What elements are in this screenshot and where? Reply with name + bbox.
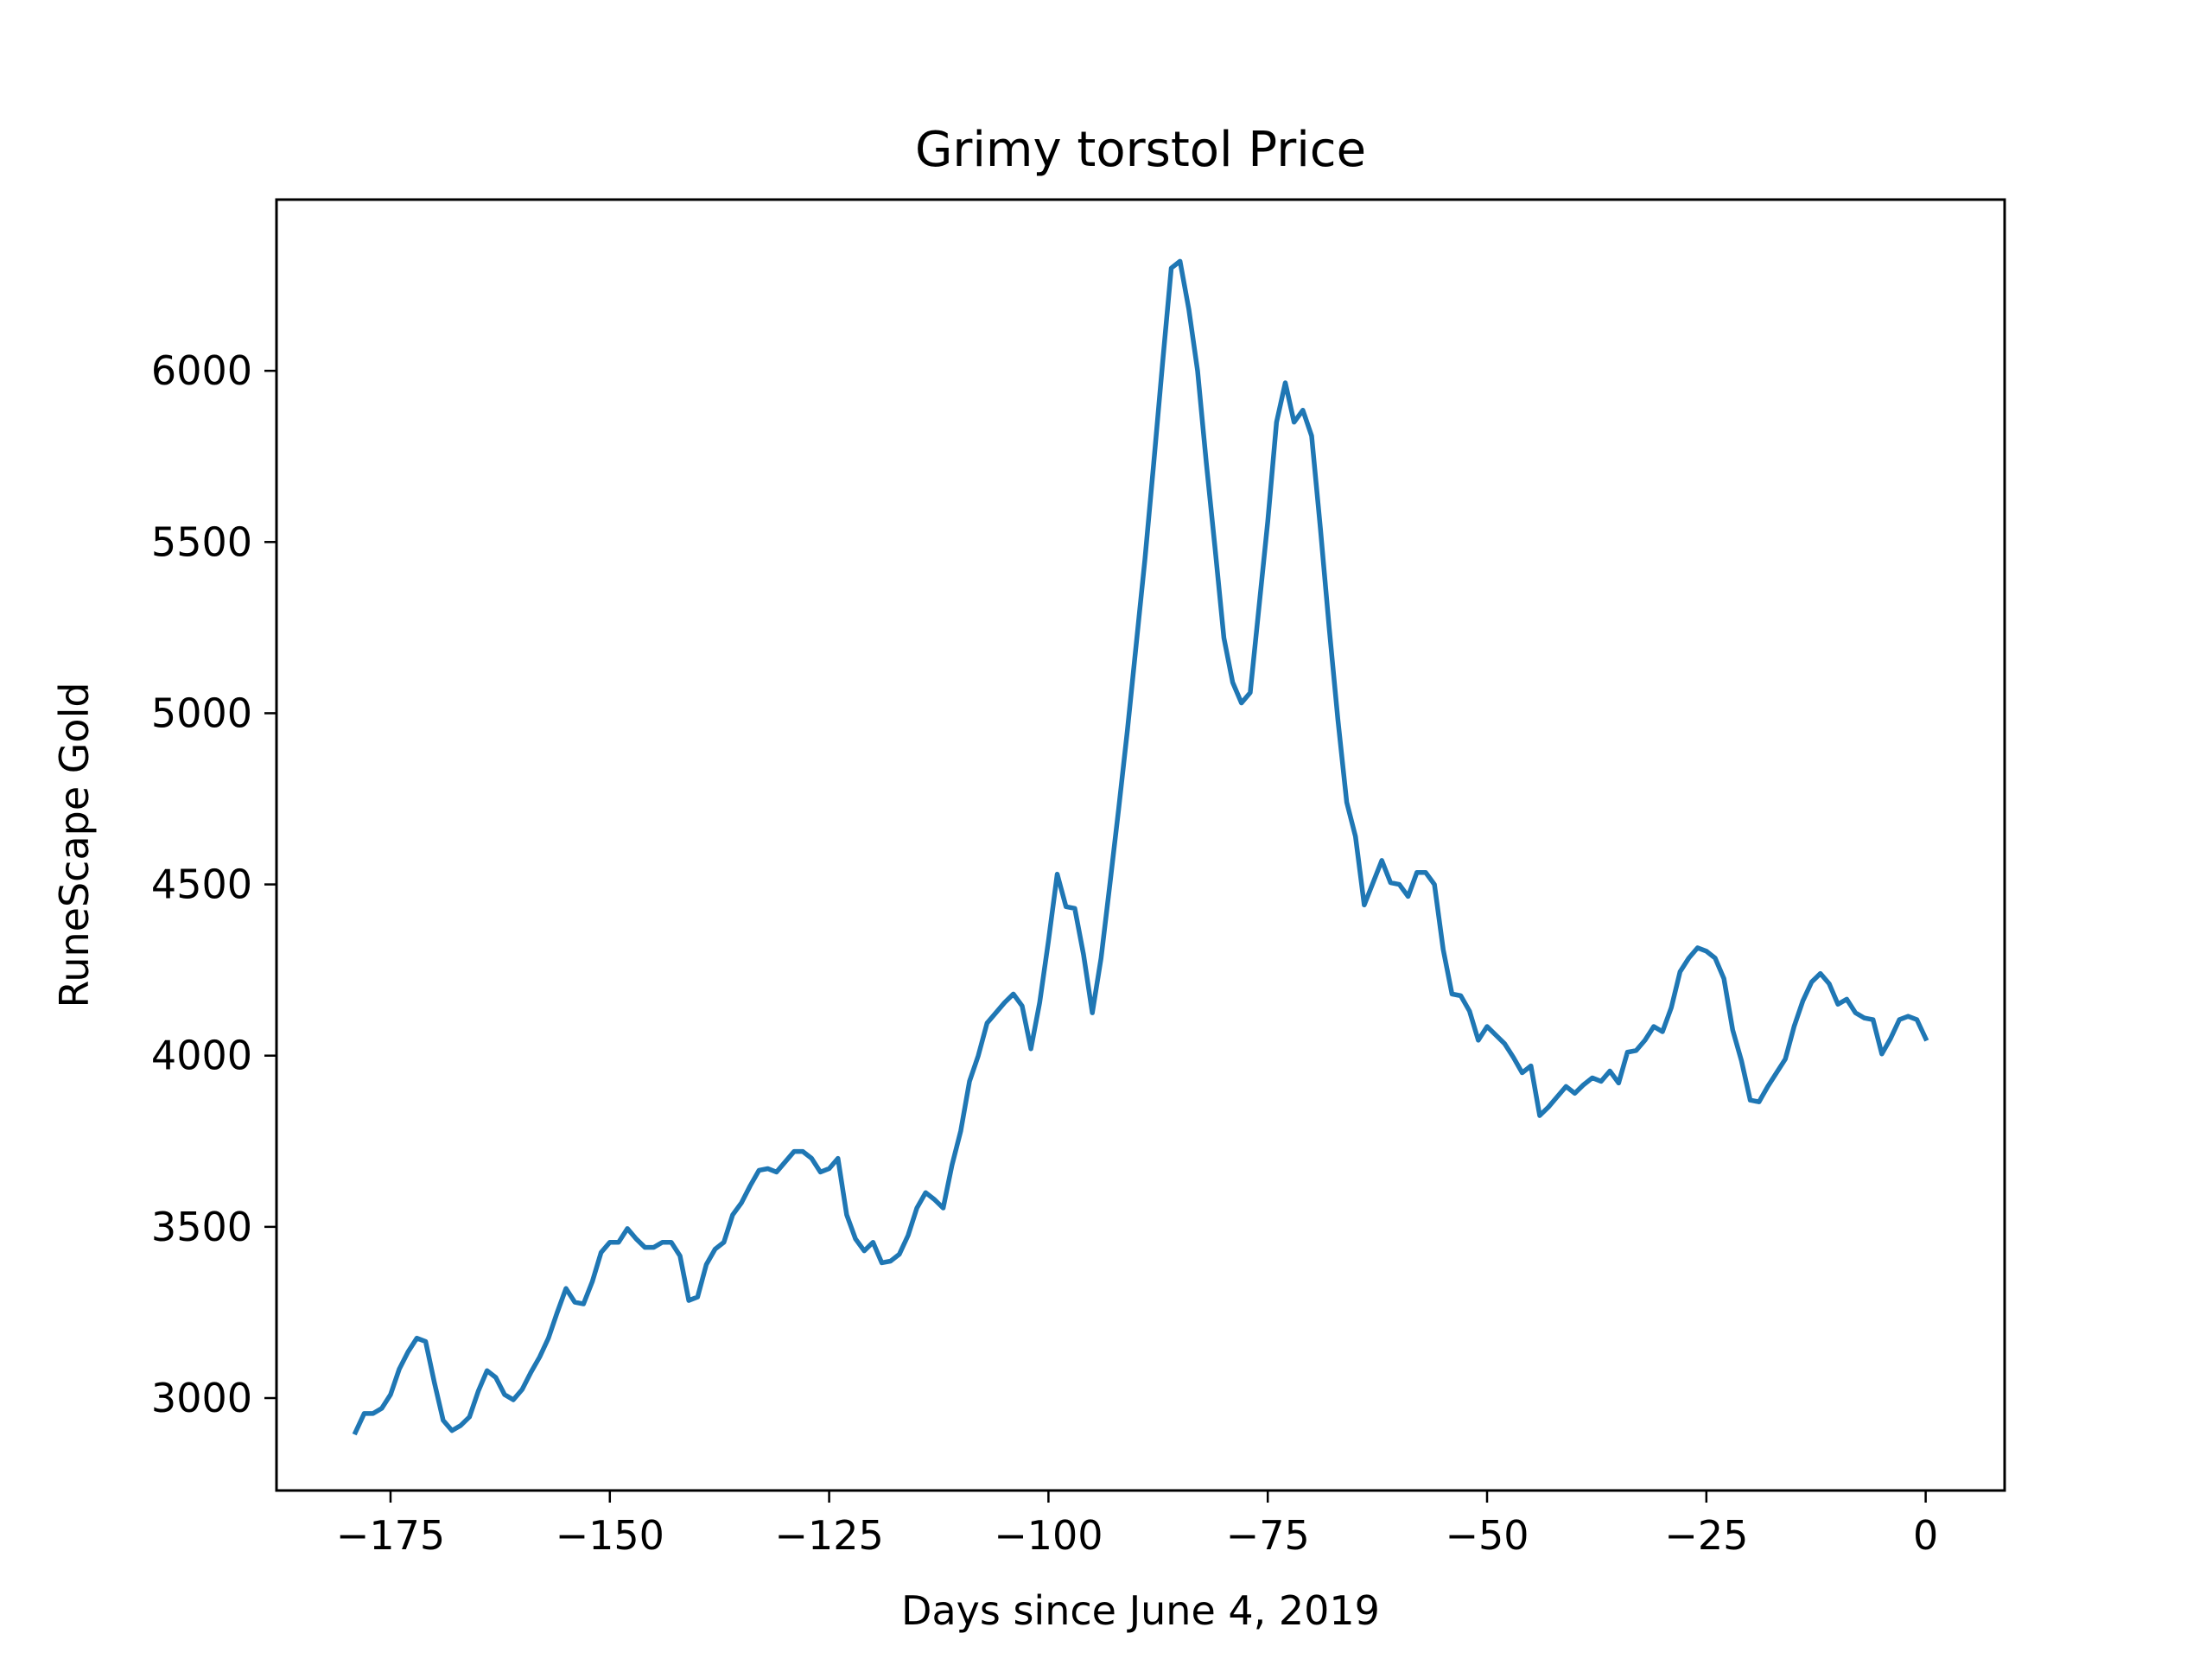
x-tick-label: −175: [336, 1512, 445, 1559]
plot-area: [352, 258, 1929, 1436]
x-tick-label: 0: [1913, 1512, 1938, 1559]
y-tick-label: 6000: [151, 347, 252, 394]
series-line-0: [352, 258, 1929, 1436]
chart-title: Grimy torstol Price: [915, 122, 1366, 178]
x-tick-label: −75: [1226, 1512, 1310, 1559]
y-tick-label: 4000: [151, 1033, 252, 1079]
y-axis: 3000 3500 4000 4500 5000 5500 6000: [151, 347, 276, 1421]
y-axis-label: RuneScape Gold: [51, 682, 98, 1007]
y-tick-label: 4500: [151, 861, 252, 908]
y-tick-label: 5000: [151, 690, 252, 736]
x-tick-label: −150: [556, 1512, 664, 1559]
x-axis-label: Days since June 4, 2019: [901, 1587, 1380, 1634]
y-tick-label: 5500: [151, 518, 252, 565]
x-tick-label: −25: [1664, 1512, 1748, 1559]
x-tick-label: −100: [994, 1512, 1103, 1559]
x-tick-label: −50: [1445, 1512, 1529, 1559]
axes-frame: [275, 198, 2006, 1492]
y-tick-label: 3500: [151, 1204, 252, 1250]
x-axis: −175 −150 −125 −100 −75 −50 −25 0: [336, 1491, 1938, 1559]
y-tick-label: 3000: [151, 1375, 252, 1421]
x-tick-label: −125: [774, 1512, 883, 1559]
